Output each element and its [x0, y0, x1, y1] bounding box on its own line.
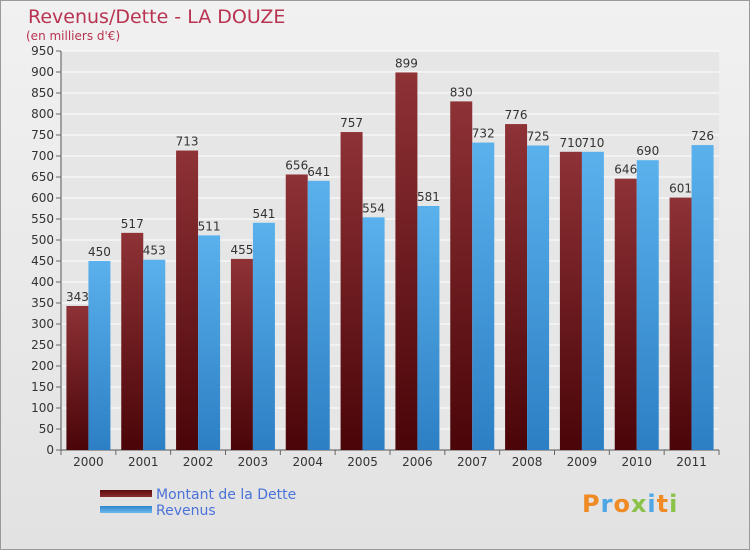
bar-revenus	[527, 145, 550, 450]
data-label: 343	[66, 290, 89, 304]
x-tick-label: 2001	[128, 455, 159, 469]
data-label: 455	[230, 243, 253, 257]
y-tick-label: 400	[31, 275, 54, 289]
legend-label-dette: Montant de la Dette	[156, 487, 297, 503]
bar-dette	[285, 174, 308, 451]
logo-letter: i	[647, 490, 657, 518]
y-tick-label: 50	[39, 422, 54, 436]
data-label: 726	[691, 129, 714, 143]
y-tick-label: 300	[31, 317, 54, 331]
data-label: 710	[581, 136, 604, 150]
bar-revenus	[581, 151, 604, 451]
bar-revenus	[362, 217, 385, 450]
x-tick-label: 2006	[402, 455, 433, 469]
y-tick-label: 200	[31, 359, 54, 373]
data-label: 554	[362, 201, 385, 215]
bar-dette	[614, 178, 637, 450]
y-tick-label: 350	[31, 296, 54, 310]
logo-letter: P	[582, 490, 601, 518]
bar-revenus	[307, 180, 330, 450]
logo-letter: o	[613, 490, 631, 518]
bar-dette	[450, 101, 473, 451]
logo-letter: i	[669, 490, 679, 518]
x-tick-label: 2007	[457, 455, 488, 469]
data-label: 601	[669, 182, 692, 196]
data-label: 732	[472, 127, 495, 141]
bar-revenus	[198, 235, 221, 450]
y-tick-label: 250	[31, 338, 54, 352]
y-tick-label: 650	[31, 170, 54, 184]
data-label: 656	[285, 158, 308, 172]
data-label: 713	[176, 135, 199, 149]
bar-dette	[176, 150, 199, 451]
logo-letter: r	[600, 490, 614, 518]
chart-title: Revenus/Dette - LA DOUZE	[28, 6, 286, 28]
bar-dette	[121, 232, 144, 450]
bar-revenus	[417, 205, 440, 450]
x-tick-label: 2008	[512, 455, 543, 469]
proxiti-logo: Proxiti	[582, 490, 678, 518]
bar-dette	[395, 72, 418, 451]
data-label: 710	[559, 136, 582, 150]
y-tick-label: 900	[31, 65, 54, 79]
y-tick-label: 950	[31, 44, 54, 58]
x-tick-label: 2000	[73, 455, 104, 469]
legend-label-revenus: Revenus	[156, 503, 216, 519]
data-label: 776	[505, 108, 528, 122]
logo-letter: t	[656, 490, 670, 518]
y-tick-label: 550	[31, 212, 54, 226]
bar-dette	[505, 124, 528, 450]
bar-revenus	[691, 145, 714, 450]
y-tick-label: 600	[31, 191, 54, 205]
y-tick-label: 850	[31, 86, 54, 100]
bar-revenus	[252, 222, 275, 450]
data-label: 757	[340, 116, 363, 130]
data-label: 646	[614, 163, 637, 177]
data-label: 511	[198, 219, 221, 233]
y-tick-label: 450	[31, 254, 54, 268]
legend-swatch-dette	[100, 490, 152, 497]
x-tick-label: 2009	[567, 455, 598, 469]
data-label: 641	[307, 165, 330, 179]
legend-swatch-revenus	[100, 506, 152, 513]
y-tick-label: 150	[31, 380, 54, 394]
bar-dette	[669, 197, 692, 450]
x-tick-label: 2004	[292, 455, 323, 469]
y-tick-label: 700	[31, 149, 54, 163]
bar-revenus	[636, 160, 659, 450]
y-tick-label: 750	[31, 128, 54, 142]
bar-dette	[340, 132, 363, 450]
data-label: 541	[252, 207, 275, 221]
bar-revenus	[88, 261, 111, 450]
y-tick-label: 800	[31, 107, 54, 121]
data-label: 830	[450, 85, 473, 99]
x-tick-label: 2002	[183, 455, 214, 469]
data-label: 517	[121, 217, 144, 231]
bar-dette	[66, 305, 89, 450]
x-tick-label: 2011	[676, 455, 707, 469]
logo-letter: x	[630, 490, 648, 518]
bar-revenus	[472, 142, 495, 450]
bar-dette	[230, 258, 253, 450]
data-label: 899	[395, 56, 418, 70]
data-label: 581	[417, 190, 440, 204]
x-tick-label: 2005	[347, 455, 378, 469]
data-label: 450	[88, 245, 111, 259]
y-tick-label: 0	[46, 443, 54, 457]
bar-revenus	[143, 259, 166, 450]
data-label: 690	[636, 144, 659, 158]
x-tick-label: 2003	[238, 455, 269, 469]
data-label: 453	[143, 244, 166, 258]
x-tick-label: 2010	[621, 455, 652, 469]
y-tick-label: 500	[31, 233, 54, 247]
chart-subtitle: (en milliers d'€)	[26, 29, 121, 43]
bar-dette	[559, 151, 582, 451]
y-tick-label: 100	[31, 401, 54, 415]
plot-area	[61, 51, 719, 450]
data-label: 725	[527, 130, 550, 144]
